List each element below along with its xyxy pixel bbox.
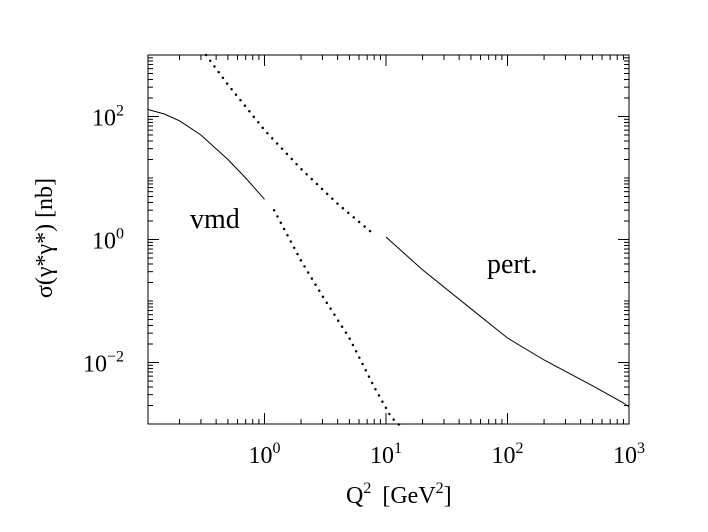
y-tick-label: 102 [92,103,124,132]
x-tick-label: 100 [248,440,280,469]
annotation-vmd: vmd [190,204,240,235]
x-tick-label: 102 [491,440,523,469]
x-tick-label: 101 [370,440,402,469]
y-axis-label: σ(γ*γ*) [nb] [32,178,58,298]
series-line-3-dotted [204,53,376,236]
x-tick-label: 103 [613,440,645,469]
series-line-1-solid [147,109,265,200]
x-axis-label: Q2 [GeV2] [346,480,452,509]
y-tick-label: 100 [92,226,124,255]
data-series [147,53,630,427]
axis-ticks [148,55,629,425]
y-tick-label: 10−2 [83,349,124,378]
annotation-pert: pert. [487,249,538,280]
series-line-4-solid [385,236,630,408]
series-line-2-dotted [272,209,401,427]
tick-labels: 100 101 102 103 10−2 100 102 [83,103,645,470]
